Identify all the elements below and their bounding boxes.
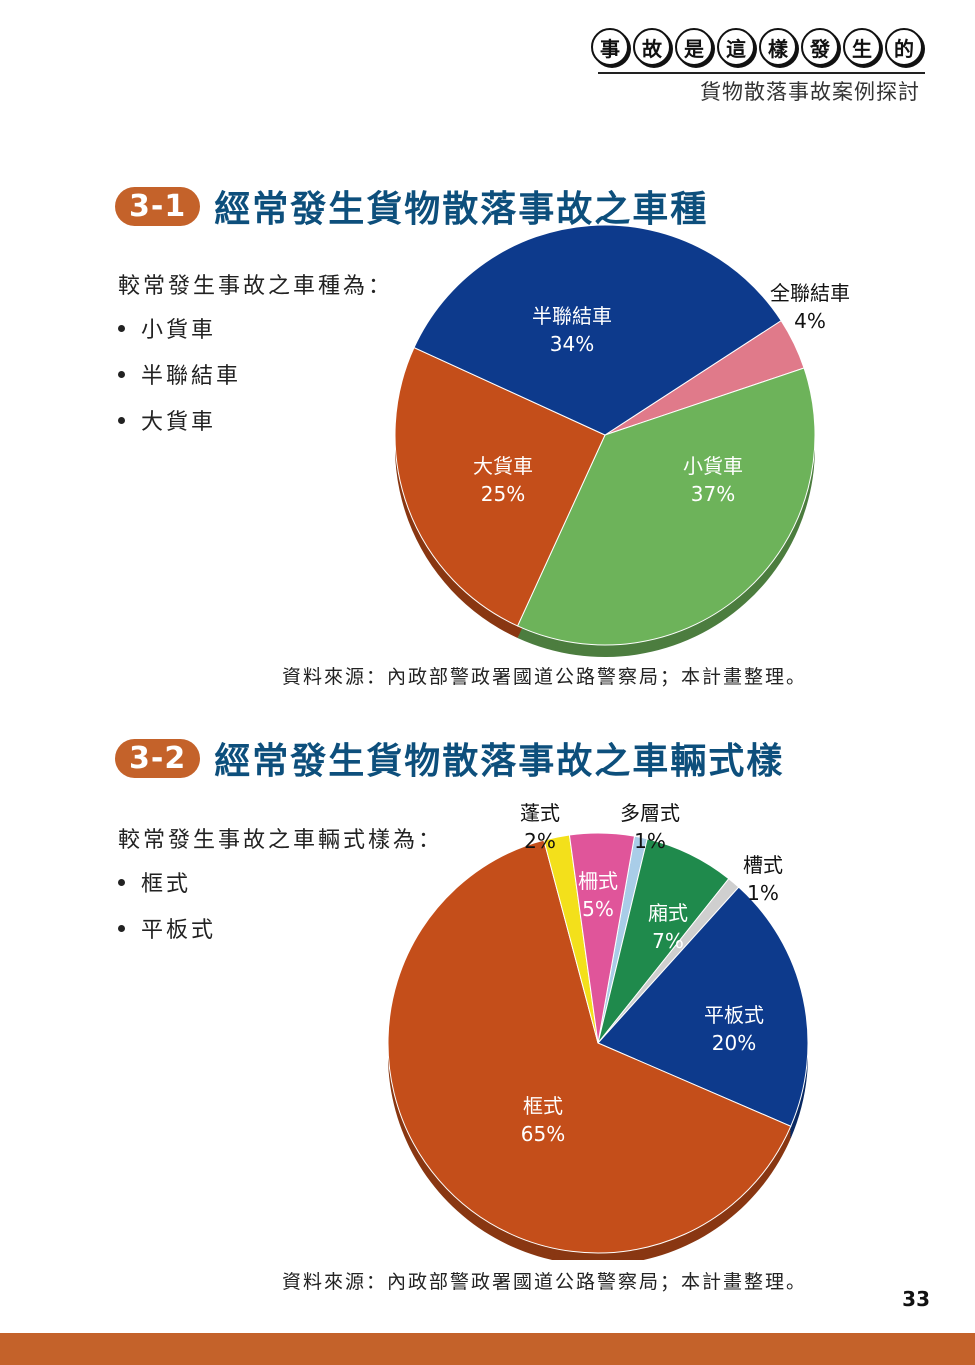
pie-slice-percent: 25%: [481, 482, 525, 506]
pie-slice-name: 廂式: [648, 901, 688, 925]
pie-chart-body-styles: 多層式 1% 廂式 7% 槽式 1% 平板式 20% 框式 65% 蓬式 2% 柵式 5%: [387, 801, 809, 1260]
pie-slice-label: 蓬式 2%: [520, 801, 560, 853]
pie-slice-name: 柵式: [578, 869, 618, 893]
pie-slice-name: 小貨車: [683, 454, 743, 478]
section2-list: 框式 平板式: [118, 866, 443, 944]
pie-slice: [413, 225, 782, 436]
header-char: 的: [885, 28, 923, 66]
pie-slice-name: 平板式: [704, 1003, 764, 1027]
section1-intro: 較常發生事故之車種為： 小貨車 半聯結車 大貨車: [118, 268, 393, 450]
pie-slice-label: 平板式 20%: [704, 1003, 764, 1055]
pie-slice-label: 框式 65%: [521, 1094, 565, 1146]
list-item: 半聯結車: [118, 358, 393, 390]
page-number: 33: [902, 1287, 930, 1311]
pie-slice-name: 蓬式: [520, 801, 560, 825]
pie-slice-label: 槽式 1%: [743, 853, 783, 905]
pie-slice-name: 半聯結車: [532, 304, 612, 328]
pie-slice-label: 大貨車 25%: [473, 454, 533, 506]
section1-badge: 3-1: [115, 186, 201, 226]
pie-slice-name: 框式: [523, 1094, 563, 1118]
pie-slice: [394, 346, 606, 627]
list-item-text: 半聯結車: [141, 364, 242, 389]
list-item: 小貨車: [118, 312, 393, 344]
pie-slice-percent: 1%: [634, 829, 666, 853]
pie-slice: [597, 886, 809, 1127]
pie-slice: [387, 839, 792, 1254]
list-item: 框式: [118, 866, 443, 898]
list-item-text: 大貨車: [141, 410, 217, 435]
section2-intro: 較常發生事故之車輛式樣為： 框式 平板式: [118, 822, 443, 958]
pie-slice-percent: 1%: [747, 881, 779, 905]
section2-badge: 3-2: [115, 738, 201, 778]
pie-slice-label: 廂式 7%: [648, 901, 688, 953]
pie-slice-name: 槽式: [743, 853, 783, 877]
pie-slice-name: 多層式: [620, 801, 680, 825]
pie-slice-label: 小貨車 37%: [683, 454, 743, 506]
bullet-icon: [118, 416, 125, 424]
header-rule: [598, 72, 925, 74]
section2-title: 經常發生貨物散落事故之車輛式樣: [214, 740, 785, 782]
bullet-icon: [118, 370, 125, 378]
list-item-text: 平板式: [141, 918, 217, 943]
pie-slice-label: 柵式 5%: [578, 869, 618, 921]
header-char: 生: [843, 28, 881, 66]
header-char: 樣: [759, 28, 797, 66]
section1-title: 經常發生貨物散落事故之車種: [214, 188, 709, 230]
pie-slice-percent: 2%: [524, 829, 556, 853]
header-char: 發: [801, 28, 839, 66]
list-item: 大貨車: [118, 404, 393, 436]
pie-slice-percent: 37%: [691, 482, 735, 506]
pie-chart-vehicle-types: 全聯結車 4% 小貨車 37% 大貨車 25% 半聯結車 34%: [394, 225, 850, 658]
pie-slice-label: 半聯結車 34%: [532, 304, 612, 356]
bullet-icon: [118, 324, 125, 332]
section1-source: 資料來源：內政部警政署國道公路警察局；本計畫整理。: [282, 666, 808, 688]
pie-slice-label: 全聯結車 4%: [770, 281, 850, 333]
pie-slice-percent: 4%: [794, 309, 826, 333]
section1-heading: 3-1 經常發生貨物散落事故之車種: [115, 180, 708, 232]
header-subtitle: 貨物散落事故案例探討: [700, 80, 920, 104]
footer-bar: [0, 1333, 975, 1365]
pie-slice-percent: 5%: [582, 897, 614, 921]
header-char: 是: [675, 28, 713, 66]
list-item: 平板式: [118, 912, 443, 944]
pie-slice: [568, 832, 636, 1044]
section2-heading: 3-2 經常發生貨物散落事故之車輛式樣: [115, 732, 784, 784]
section1-lead: 較常發生事故之車種為：: [118, 274, 394, 299]
list-item-text: 框式: [141, 872, 192, 897]
section2-source: 資料來源：內政部警政署國道公路警察局；本計畫整理。: [282, 1271, 808, 1293]
header-char: 事: [591, 28, 629, 66]
pie-slice-percent: 7%: [652, 929, 684, 953]
pie-slice-percent: 34%: [550, 332, 594, 356]
list-item-text: 小貨車: [141, 318, 217, 343]
pie-slice-name: 大貨車: [473, 454, 533, 478]
pie-slice: [516, 367, 816, 646]
pie-slice-percent: 65%: [521, 1122, 565, 1146]
pie-slice-percent: 20%: [712, 1031, 756, 1055]
pie-slice-label: 多層式 1%: [620, 801, 680, 853]
header-char: 這: [717, 28, 755, 66]
section1-list: 小貨車 半聯結車 大貨車: [118, 312, 393, 436]
header-char: 故: [633, 28, 671, 66]
bullet-icon: [118, 878, 125, 886]
header-title-circles: 事 故 是 這 樣 發 生 的: [591, 28, 923, 66]
section2-lead: 較常發生事故之車輛式樣為：: [118, 828, 444, 853]
pie-slice-name: 全聯結車: [770, 281, 850, 305]
bullet-icon: [118, 924, 125, 932]
